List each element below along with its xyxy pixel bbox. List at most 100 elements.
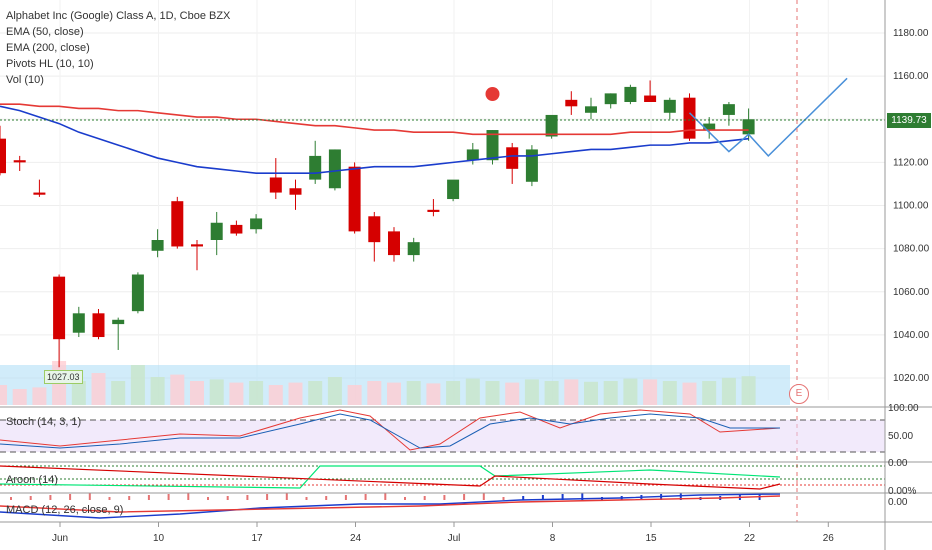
stoch-tick-0: 0.00: [888, 458, 908, 469]
price-axis[interactable]: 1020.00 1040.00 1060.00 1080.00 1100.00 1120.…: [893, 28, 930, 384]
candle: [447, 179, 460, 202]
macd-hist-bar: [69, 494, 72, 500]
x-tick-label: 17: [251, 533, 263, 544]
macd-hist-bar: [187, 493, 190, 500]
macd-hist-bar: [404, 497, 406, 500]
volume-bar: [741, 376, 756, 405]
candle: [72, 306, 85, 338]
y-tick-label: 1060.00: [893, 287, 930, 298]
macd-hist-bar: [246, 495, 249, 500]
macd-hist-bar: [167, 494, 170, 500]
time-axis[interactable]: Jun 10 17 24 Jul 8 15 22 26: [52, 522, 834, 544]
volume-bar: [308, 381, 323, 405]
aroon-pane: [0, 465, 885, 490]
volume-bar: [347, 385, 362, 405]
volume-bar: [643, 379, 658, 405]
earnings-badge[interactable]: E: [789, 384, 809, 404]
volume-bar: [0, 385, 7, 405]
candle: [427, 199, 440, 217]
legend-ema50[interactable]: EMA (50, close): [6, 26, 84, 38]
candle-body: [92, 313, 105, 338]
macd-hist-bar: [88, 493, 91, 500]
macd-hist-bar: [305, 497, 308, 500]
candle-body: [506, 147, 519, 169]
x-tick-label: 26: [823, 533, 835, 544]
volume-bar: [544, 381, 559, 405]
candle-body: [624, 86, 637, 102]
macd-hist-bar: [128, 496, 131, 500]
volume-bar: [623, 378, 638, 405]
y-tick-label: 1160.00: [893, 71, 929, 82]
candle: [624, 84, 637, 105]
candle: [269, 158, 282, 200]
candle: [171, 196, 184, 249]
macd-hist-bar: [482, 493, 485, 500]
x-tick-label: 22: [744, 533, 756, 544]
volume-bar: [721, 377, 736, 405]
candle: [131, 272, 144, 314]
candle: [191, 240, 203, 271]
candle: [486, 130, 499, 165]
candle-body: [250, 218, 263, 230]
candle-body: [407, 242, 420, 256]
candle-body: [447, 179, 460, 200]
candle: [289, 179, 302, 210]
candle: [210, 211, 223, 256]
macd-hist-bar: [108, 497, 111, 500]
macd-hist-bar: [325, 496, 328, 500]
stoch-tick-50: 50.00: [888, 431, 914, 442]
macd-hist-bar: [147, 495, 150, 500]
y-tick-label: 1020.00: [893, 373, 930, 384]
candle-body: [703, 123, 716, 131]
candle: [604, 93, 617, 109]
volume-bar: [150, 377, 165, 405]
candle: [585, 97, 597, 120]
macd-hist-bar: [226, 496, 229, 500]
candle: [92, 309, 105, 340]
macd-hist-bar: [344, 495, 347, 500]
candle-body: [210, 222, 223, 240]
last-price-tag: 1139.73: [887, 113, 931, 128]
candle: [250, 214, 263, 234]
candle: [151, 229, 164, 258]
volume-bar: [564, 379, 579, 405]
candle-body: [585, 106, 597, 113]
macd-hist-bar: [502, 497, 505, 500]
candle-body: [112, 319, 125, 325]
ema50-line: [0, 105, 749, 174]
macd-hist-bar: [561, 494, 564, 500]
chart-title: Alphabet Inc (Google) Class A, 1D, Cboe …: [6, 10, 231, 22]
x-tick-label: 15: [645, 533, 657, 544]
x-tick-label: 8: [550, 533, 556, 544]
macd-hist-bar: [364, 494, 367, 500]
candle: [703, 117, 716, 139]
pivot-marker: [485, 87, 500, 101]
ema200-line: [0, 103, 749, 136]
volume-bar: [505, 382, 520, 405]
candle-body: [289, 188, 302, 195]
legend-pivots[interactable]: Pivots HL (10, 10): [6, 58, 94, 70]
macd-hist-bar: [49, 495, 52, 500]
legend-ema200[interactable]: EMA (200, close): [6, 42, 90, 54]
macd-signal-line: [0, 495, 781, 513]
candle: [407, 237, 420, 262]
candle-body: [191, 244, 203, 247]
candle: [230, 220, 243, 236]
volume-bar: [288, 382, 303, 405]
candle-body: [545, 114, 558, 137]
candle: [742, 108, 755, 141]
macd-line: [0, 493, 781, 519]
volume-bar: [406, 381, 421, 405]
volume-bar: [190, 381, 204, 405]
candle: [348, 162, 361, 234]
aroon-label[interactable]: Aroon (14): [6, 474, 58, 486]
volume-bar: [130, 365, 145, 405]
stoch-label[interactable]: Stoch (14, 3, 1): [6, 416, 82, 428]
macd-label[interactable]: MACD (12, 26, close, 9): [6, 504, 124, 516]
candlesticks[interactable]: [0, 80, 755, 368]
candle-body: [171, 201, 184, 247]
candle-body: [269, 177, 282, 193]
volume-bar: [111, 381, 126, 405]
legend-vol[interactable]: Vol (10): [6, 74, 44, 86]
